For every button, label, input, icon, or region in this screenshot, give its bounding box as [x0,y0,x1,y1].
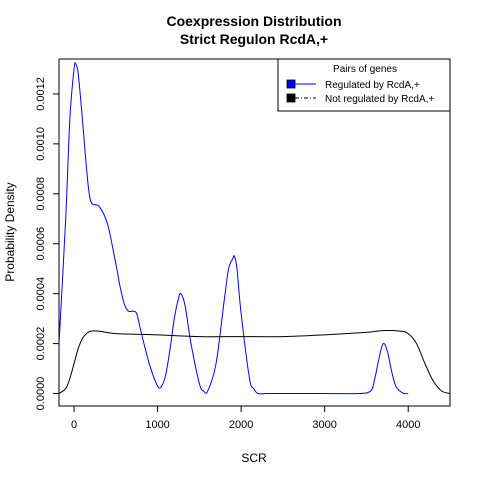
legend-label-not-regulated: Not regulated by RcdA,+ [325,94,434,105]
x-axis-label: SCR [241,451,267,465]
y-tick-label: 0.0002 [35,327,47,361]
x-tick-label: 2000 [229,419,253,431]
x-tick-label: 1000 [145,419,169,431]
chart-subtitle: Strict Regulon RcdA,+ [180,31,328,47]
legend-swatch-regulated [286,79,296,89]
x-tick-label: 3000 [312,419,336,431]
y-axis-label: Probability Density [3,182,17,281]
y-axis: 0.0000 0.0002 0.0004 0.0006 0.0008 0.0010 0.00… [35,77,59,410]
legend-box [277,58,451,112]
series-not-regulated-line [58,330,451,395]
y-tick-label: 0.0006 [35,227,47,261]
chart-title: Coexpression Distribution [166,13,341,29]
legend-swatch-not-regulated [286,93,296,103]
y-tick-label: 0.0010 [35,127,47,161]
y-tick-label: 0.0008 [35,177,47,211]
y-tick-label: 0.0000 [35,377,47,411]
series-layer [58,62,451,395]
x-tick-label: 4000 [396,419,420,431]
plot-frame [58,58,451,407]
series-regulated-line [58,62,409,395]
y-tick-label: 0.0004 [35,277,47,311]
x-axis: 0 1000 2000 3000 4000 [71,406,420,431]
legend-label-regulated: Regulated by RcdA,+ [325,80,420,91]
legend-title: Pairs of genes [333,64,397,75]
y-tick-label: 0.0012 [35,77,47,111]
x-tick-label: 0 [71,419,77,431]
legend: Pairs of genes Regulated by RcdA,+ Not r… [277,58,451,112]
